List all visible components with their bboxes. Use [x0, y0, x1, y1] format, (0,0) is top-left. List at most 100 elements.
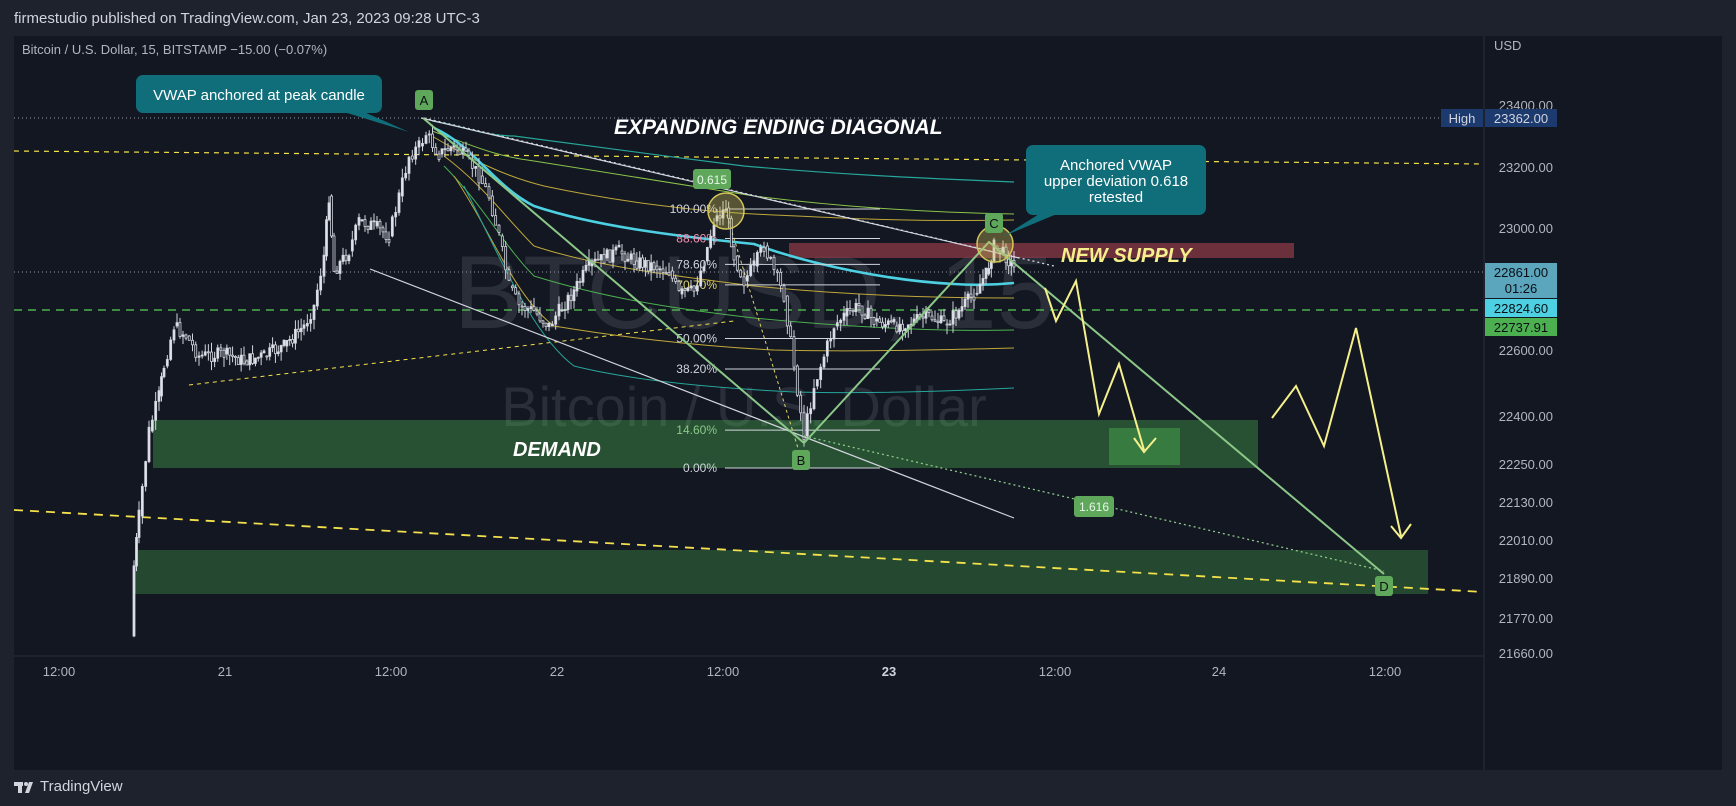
- candle-body: [299, 327, 303, 333]
- candle-body: [695, 285, 699, 292]
- candle-body: [819, 366, 823, 380]
- candle-body: [966, 293, 970, 300]
- candle-body: [424, 135, 428, 144]
- candle-body: [191, 339, 194, 346]
- tradingview-brand[interactable]: TradingView: [14, 778, 123, 795]
- demand-target-box: [1109, 428, 1180, 465]
- candle-body: [520, 305, 524, 308]
- candle-body: [487, 186, 491, 199]
- candle-body: [210, 351, 213, 362]
- svg-text:B: B: [797, 453, 806, 468]
- candle-body: [206, 351, 210, 354]
- candle-body: [984, 267, 988, 279]
- candle-body: [446, 148, 450, 152]
- candle-body: [954, 310, 958, 319]
- vwap-price-label: 22737.91: [1485, 318, 1557, 336]
- candle-body: [623, 253, 627, 262]
- candle-body: [242, 354, 246, 364]
- candle-body: [799, 394, 803, 414]
- candle-body: [809, 408, 813, 415]
- diagonal-lower-line: [369, 268, 1015, 519]
- tradingview-logo-icon: [14, 781, 33, 793]
- candle-body: [464, 147, 468, 152]
- candle-body: [160, 376, 163, 397]
- extension-tag-0615: 0.615: [693, 169, 731, 189]
- price-tick-label: 23200.00: [1499, 160, 1553, 175]
- projection-down-1-arrow: [1133, 437, 1157, 454]
- candle-body: [200, 354, 204, 357]
- candle-body: [884, 324, 887, 328]
- candle-body: [354, 224, 358, 241]
- candle-body: [443, 148, 447, 151]
- candle-body: [795, 365, 799, 396]
- candle-body: [886, 320, 890, 325]
- candle-body: [507, 269, 511, 281]
- candle-body: [169, 339, 173, 360]
- svg-text:C: C: [989, 216, 998, 231]
- candle-body: [611, 249, 615, 263]
- tradingview-wordmark: TradingView: [40, 778, 123, 795]
- candle-body: [523, 306, 527, 311]
- candle-body: [216, 347, 220, 359]
- candle-body: [372, 220, 376, 223]
- new-supply-label: NEW SUPPLY: [1061, 245, 1193, 267]
- candle-body: [404, 172, 408, 179]
- candle-body: [325, 219, 328, 257]
- candle-body: [785, 295, 789, 327]
- candle-body: [735, 255, 739, 271]
- candle-body: [963, 298, 967, 307]
- candle-body: [184, 334, 188, 339]
- diagonal-title: EXPANDING ENDING DIAGONAL: [614, 116, 943, 139]
- candle-body: [248, 353, 252, 366]
- publisher-line: firmestudio published on TradingView.com…: [14, 10, 480, 27]
- candle-body: [759, 246, 763, 253]
- projection-down-2: [1271, 327, 1402, 537]
- extension-tag-1616: 1.616: [1074, 496, 1114, 517]
- svg-text:Anchored VWAP: Anchored VWAP: [1060, 157, 1172, 174]
- vwap-anchor-callout: VWAP anchored at peak candle: [136, 75, 409, 132]
- candle-body: [581, 269, 585, 283]
- candle-body: [234, 355, 237, 358]
- candle-body: [381, 227, 385, 233]
- fib-level-label: 14.60%: [676, 423, 717, 437]
- candle-body: [390, 216, 394, 237]
- candle-body: [789, 325, 793, 338]
- candle-body: [692, 285, 696, 292]
- candle-body: [860, 305, 864, 316]
- candle-body: [544, 322, 548, 327]
- candle-body: [889, 320, 893, 323]
- candle-body: [239, 354, 243, 365]
- candle-body: [259, 352, 263, 358]
- candle-body: [904, 328, 907, 332]
- footer-bar: TradingView: [0, 770, 1736, 806]
- candle-body: [285, 339, 289, 347]
- candle-body: [347, 255, 351, 262]
- price-chart[interactable]: BTCUSD, 15 Bitcoin / U.S. Dollar 100.00%…: [14, 36, 1722, 770]
- candle-body: [467, 150, 471, 156]
- svg-text:22824.60: 22824.60: [1494, 301, 1548, 316]
- candle-body: [635, 260, 639, 269]
- candle-body: [490, 195, 494, 217]
- candle-body: [437, 153, 441, 160]
- symbol-legend: Bitcoin / U.S. Dollar, 15, BITSTAMP −15.…: [22, 42, 327, 57]
- candle-body: [939, 315, 943, 323]
- candle-body: [550, 323, 554, 327]
- candle-body: [705, 247, 709, 262]
- price-tick-label: 23000.00: [1499, 221, 1553, 236]
- candle-body: [251, 353, 254, 364]
- candle-body: [921, 316, 925, 319]
- candle-body: [231, 354, 234, 357]
- candle-body: [775, 270, 779, 273]
- candle-body: [288, 339, 292, 341]
- wave-point-c: C: [985, 213, 1003, 233]
- candle-body: [942, 315, 946, 322]
- candle-body: [194, 344, 198, 358]
- candle-body: [602, 254, 606, 264]
- candle-body: [842, 312, 846, 321]
- candle-body: [702, 266, 706, 272]
- candle-body: [319, 275, 323, 291]
- time-tick-label: 21: [218, 664, 232, 679]
- extension-dotted-line: [803, 435, 1385, 572]
- svg-text:22737.91: 22737.91: [1494, 320, 1548, 335]
- candle-body: [815, 379, 819, 387]
